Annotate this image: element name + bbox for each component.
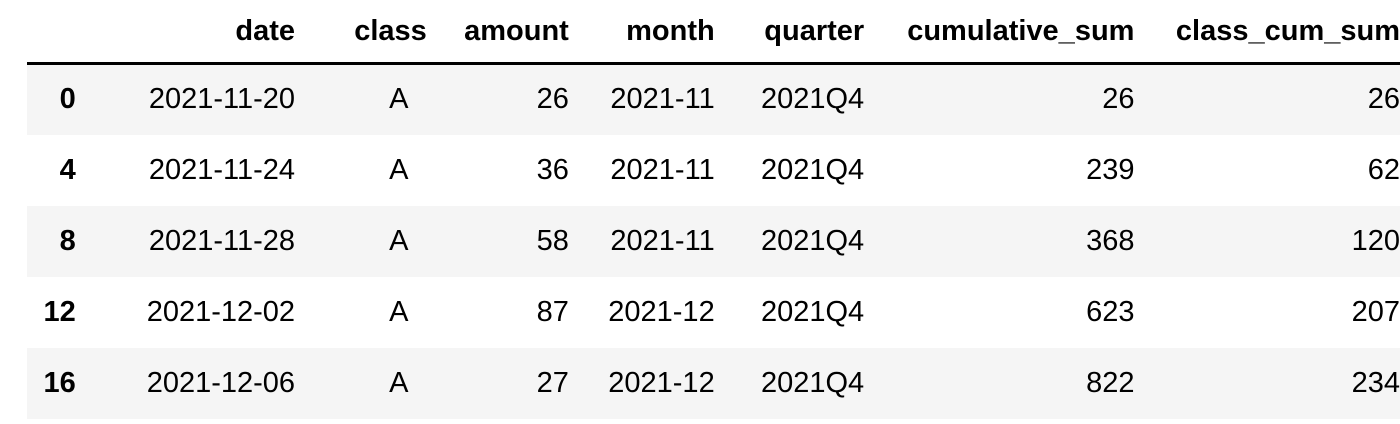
table-row: 8 2021-11-28 A 58 2021-11 2021Q4 368 120 — [27, 205, 1400, 277]
cell-quarter: 2021Q4 — [760, 366, 865, 399]
cell-class: A — [295, 135, 427, 206]
cell-date: 2021-11-20 — [148, 83, 296, 116]
dataframe-table: date class amount month quarter cumulati… — [27, 0, 1400, 419]
cell-cumulative-sum: 368 — [1086, 224, 1135, 257]
cell-cumulative-sum: 26 — [1102, 83, 1135, 116]
row-index: 4 — [59, 153, 76, 186]
cell-date: 2021-11-28 — [148, 224, 296, 257]
cell-date: 2021-12-06 — [146, 366, 296, 399]
cell-date: 2021-11-24 — [148, 153, 296, 186]
row-index: 16 — [43, 366, 76, 399]
table-row: 0 2021-11-20 A 26 2021-11 2021Q4 26 26 — [27, 63, 1400, 135]
header-amount: amount — [426, 0, 569, 65]
cell-date: 2021-12-02 — [146, 295, 296, 328]
cell-quarter: 2021Q4 — [760, 153, 865, 186]
cell-month: 2021-12 — [608, 295, 715, 328]
cell-amount: 27 — [536, 366, 569, 399]
cell-class-cum-sum: 26 — [1367, 83, 1400, 116]
cell-month: 2021-12 — [608, 366, 715, 399]
cell-month: 2021-11 — [610, 153, 715, 186]
header-date: date — [103, 0, 296, 65]
header-class: class — [295, 0, 427, 65]
header-cumulative-sum: cumulative_sum — [864, 0, 1135, 65]
cell-amount: 58 — [536, 224, 569, 257]
cell-class-cum-sum: 120 — [1351, 224, 1400, 257]
cell-month: 2021-11 — [610, 83, 715, 116]
cell-quarter: 2021Q4 — [760, 224, 865, 257]
cell-class-value: A — [389, 83, 409, 116]
cell-amount: 26 — [536, 83, 569, 116]
table-row: 16 2021-12-06 A 27 2021-12 2021Q4 822 23… — [27, 347, 1400, 419]
cell-class-cum-sum: 207 — [1351, 295, 1400, 328]
cell-cumulative-sum: 623 — [1086, 295, 1135, 328]
cell-class: A — [295, 277, 427, 348]
table-body: 0 2021-11-20 A 26 2021-11 2021Q4 26 26 4… — [27, 63, 1400, 419]
header-quarter: quarter — [714, 0, 865, 65]
cell-class-value: A — [389, 153, 409, 186]
cell-amount: 36 — [536, 153, 569, 186]
row-index: 8 — [59, 224, 76, 257]
table-row: 12 2021-12-02 A 87 2021-12 2021Q4 623 20… — [27, 276, 1400, 348]
cell-class-value: A — [389, 224, 409, 257]
header-row: date class amount month quarter cumulati… — [27, 0, 1400, 65]
row-index: 0 — [59, 83, 76, 116]
header-month: month — [568, 0, 715, 65]
cell-month: 2021-11 — [610, 224, 715, 257]
cell-cumulative-sum: 822 — [1086, 366, 1135, 399]
cell-quarter: 2021Q4 — [760, 83, 865, 116]
cell-class: A — [295, 206, 427, 277]
cell-class: A — [295, 348, 427, 419]
cell-amount: 87 — [536, 295, 569, 328]
cell-cumulative-sum: 239 — [1086, 153, 1135, 186]
cell-class-value: A — [389, 295, 409, 328]
row-index: 12 — [43, 295, 76, 328]
header-class-cum-sum: class_cum_sum — [1134, 0, 1400, 65]
cell-quarter: 2021Q4 — [760, 295, 865, 328]
cell-class: A — [295, 64, 427, 135]
table-row: 4 2021-11-24 A 36 2021-11 2021Q4 239 62 — [27, 134, 1400, 206]
header-index — [27, 0, 104, 65]
cell-class-value: A — [389, 366, 409, 399]
dataframe-output: date class amount month quarter cumulati… — [27, 0, 1400, 419]
cell-class-cum-sum: 234 — [1351, 366, 1400, 399]
table-header: date class amount month quarter cumulati… — [27, 0, 1400, 65]
cell-class-cum-sum: 62 — [1367, 153, 1400, 186]
